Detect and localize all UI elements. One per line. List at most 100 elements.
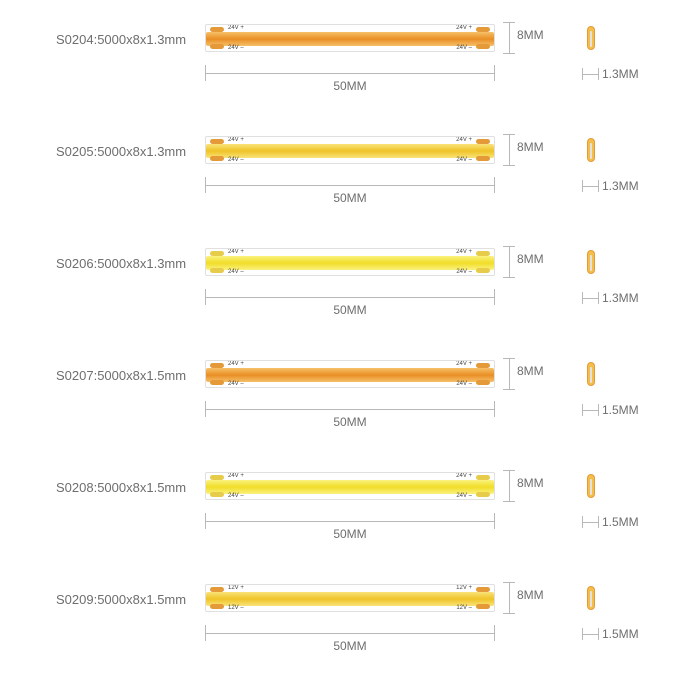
voltage-marking: 12V + [228,585,244,591]
solder-pad [476,139,490,144]
width-dimension: 8MM [503,356,555,392]
length-value: 50MM [205,527,495,541]
voltage-marking: 24V + [456,249,472,255]
led-strip-side-view [587,586,595,610]
width-dimension: 8MM [503,468,555,504]
side-view-area: 1.5MM [585,360,665,440]
solder-pad [210,587,224,592]
solder-pad [210,363,224,368]
model-label: S0205:5000x8x1.3mm [0,136,205,159]
thickness-value: 1.3MM [602,291,639,305]
voltage-marking: 24V + [456,361,472,367]
length-dimension: 50MM [205,62,495,84]
voltage-marking: 24V + [456,137,472,143]
led-strip-side-view [587,474,595,498]
voltage-marking: 24V + [456,473,472,479]
voltage-marking: 24V + [456,25,472,31]
width-value: 8MM [517,364,544,378]
thickness-dimension: 1.3MM [582,290,642,310]
solder-pad [210,604,224,609]
voltage-marking: 24V – [228,493,244,499]
solder-pad [476,604,490,609]
solder-pad [210,380,224,385]
solder-pad [476,587,490,592]
solder-pad [210,156,224,161]
solder-pad [210,475,224,480]
solder-pad [210,492,224,497]
side-view-area: 1.3MM [585,136,665,216]
side-view-area: 1.3MM [585,248,665,328]
width-value: 8MM [517,28,544,42]
length-value: 50MM [205,639,495,653]
voltage-marking: 24V + [228,473,244,479]
thickness-value: 1.3MM [602,67,639,81]
length-value: 50MM [205,303,495,317]
length-dimension: 50MM [205,622,495,644]
side-view-area: 1.5MM [585,472,665,552]
solder-pad [476,27,490,32]
led-strip-diagram: 24V +24V –24V +24V –50MM8MM [205,360,495,440]
led-strip-top-view: 24V +24V –24V +24V – [205,360,495,388]
solder-pad [210,268,224,273]
voltage-marking: 24V + [228,25,244,31]
solder-pad [476,475,490,480]
width-dimension: 8MM [503,20,555,56]
solder-pad [210,27,224,32]
led-strip-side-view [587,250,595,274]
length-dimension: 50MM [205,174,495,196]
length-value: 50MM [205,415,495,429]
voltage-marking: 24V – [456,45,472,51]
model-label: S0206:5000x8x1.3mm [0,248,205,271]
solder-pad [210,251,224,256]
width-dimension: 8MM [503,580,555,616]
voltage-marking: 12V – [456,605,472,611]
led-band [206,480,494,494]
led-strip-top-view: 24V + 24V – 24V + 24V – [205,472,495,500]
thickness-value: 1.3MM [602,179,639,193]
voltage-marking: 24V + [228,361,244,367]
led-strip-diagram: 24V +24V –24V +24V –50MM8MM [205,136,495,216]
led-strip-top-view: 24V +24V –24V +24V – [205,248,495,276]
thickness-dimension: 1.5MM [582,402,642,422]
length-dimension: 50MM [205,286,495,308]
length-value: 50MM [205,79,495,93]
solder-pad [210,139,224,144]
led-strip-side-view [587,138,595,162]
led-strip-diagram: 12V +12V –12V +12V –50MM8MM [205,584,495,664]
voltage-marking: 12V + [456,585,472,591]
led-band [206,144,494,158]
voltage-marking: 24V – [228,157,244,163]
solder-pad [476,156,490,161]
model-label: S0208:5000x8x1.5mm [0,472,205,495]
width-value: 8MM [517,588,544,602]
thickness-value: 1.5MM [602,627,639,641]
length-value: 50MM [205,191,495,205]
product-row: S0205:5000x8x1.3mm24V +24V –24V +24V –50… [0,136,700,248]
product-row: S0209:5000x8x1.5mm12V +12V –12V +12V –50… [0,584,700,696]
led-strip-top-view: 24V + 24V – 24V + 24V – [205,24,495,52]
length-dimension: 50MM [205,510,495,532]
led-strip-side-view [587,362,595,386]
length-dimension: 50MM [205,398,495,420]
led-strip-top-view: 24V +24V –24V +24V – [205,136,495,164]
voltage-marking: 24V + [228,249,244,255]
width-value: 8MM [517,252,544,266]
voltage-marking: 24V + [228,137,244,143]
led-band [206,32,494,46]
led-strip-diagram: 24V +24V –24V +24V –50MM8MM [205,24,495,104]
led-strip-side-view [587,26,595,50]
product-row: S0206:5000x8x1.3mm24V +24V –24V +24V – 50… [0,248,700,360]
led-strip-diagram: 24V +24V –24V +24V –50MM8MM [205,248,495,328]
voltage-marking: 24V – [456,493,472,499]
solder-pad [476,363,490,368]
product-row: S0207:5000x8x1.5mm24V +24V –24V +24V –50… [0,360,700,472]
solder-pad [476,268,490,273]
model-label: S0204:5000x8x1.3mm [0,24,205,47]
model-label: S0209:5000x8x1.5mm [0,584,205,607]
led-band [206,592,494,606]
led-band [206,368,494,382]
width-value: 8MM [517,140,544,154]
side-view-area: 1.3MM [585,24,665,104]
width-dimension: 8MM [503,132,555,168]
voltage-marking: 24V – [228,45,244,51]
